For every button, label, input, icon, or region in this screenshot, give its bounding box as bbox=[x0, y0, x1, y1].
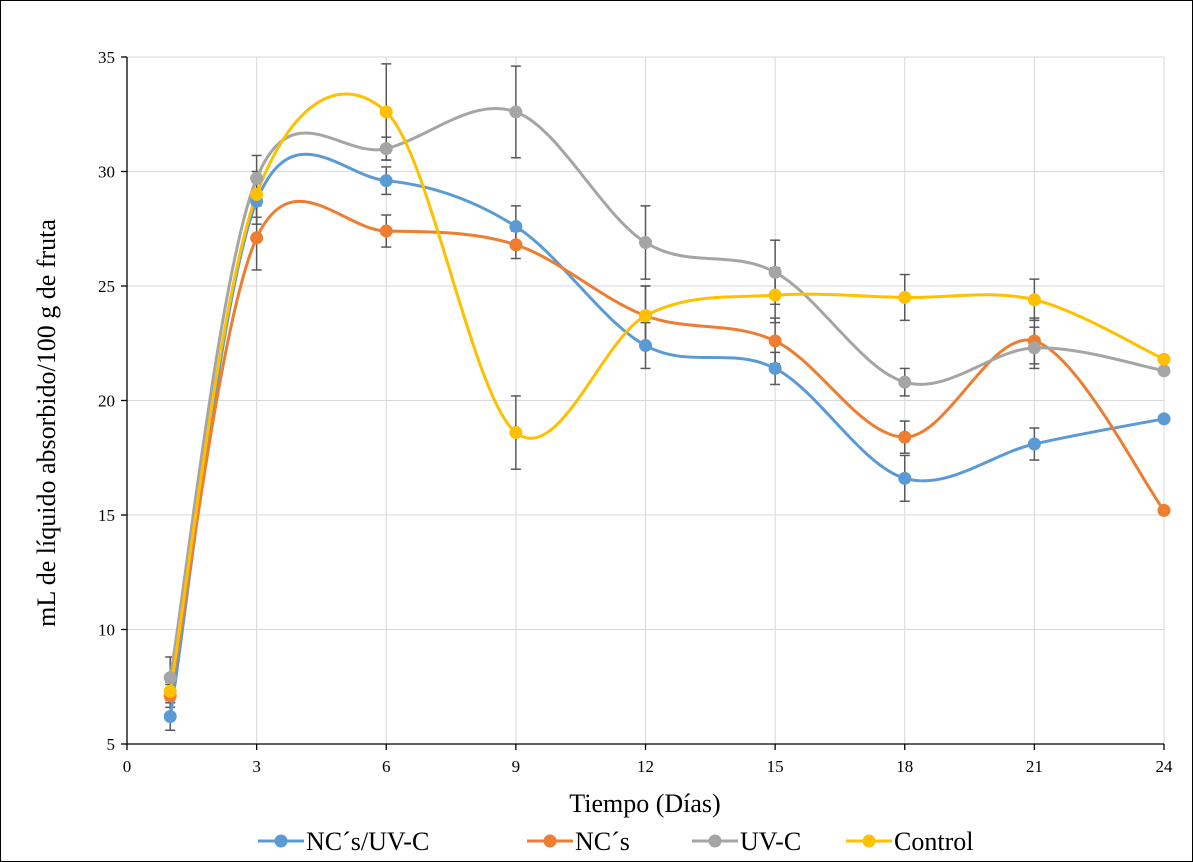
data-point-nc-s bbox=[509, 238, 523, 252]
x-tick-label: 6 bbox=[382, 757, 391, 776]
legend-label: Control bbox=[894, 827, 973, 856]
data-point-control bbox=[1027, 293, 1041, 307]
data-point-nc-s-uv-c bbox=[379, 174, 393, 188]
data-point-nc-s-uv-c bbox=[639, 339, 652, 353]
x-tick-label: 18 bbox=[896, 757, 913, 776]
data-point-control bbox=[898, 290, 912, 304]
x-tick-label: 12 bbox=[637, 757, 654, 776]
legend-marker bbox=[862, 834, 876, 848]
error-bars bbox=[165, 63, 1040, 732]
data-point-nc-s-uv-c bbox=[163, 710, 177, 724]
y-tick-label: 25 bbox=[98, 277, 115, 296]
y-tick-label: 35 bbox=[98, 48, 115, 67]
legend-label: NC´s/UV-C bbox=[306, 827, 429, 856]
data-point-nc-s-uv-c bbox=[1157, 412, 1171, 426]
y-tick-label: 10 bbox=[98, 621, 115, 640]
data-point-nc-s bbox=[250, 231, 264, 245]
x-tick-label: 3 bbox=[252, 757, 261, 776]
legend: NC´s/UV-C NC´s UV-C Control bbox=[258, 827, 973, 856]
data-point-uv-c bbox=[250, 171, 264, 185]
legend-marker bbox=[708, 834, 722, 848]
data-point-control bbox=[250, 187, 264, 201]
data-point-nc-s-uv-c bbox=[509, 219, 523, 233]
series-points bbox=[163, 105, 1171, 724]
axes bbox=[121, 56, 1165, 750]
series-line-uv-c bbox=[168, 106, 1165, 678]
legend-label: UV-C bbox=[740, 827, 801, 856]
legend-entry-nc-s: NC´s bbox=[527, 827, 630, 856]
data-point-nc-s bbox=[768, 334, 782, 348]
data-point-uv-c bbox=[379, 142, 393, 156]
legend-label: NC´s bbox=[575, 827, 630, 856]
series-line-control bbox=[168, 92, 1165, 692]
legend-marker bbox=[274, 834, 288, 848]
legend-marker bbox=[543, 834, 557, 848]
legend-entry-control: Control bbox=[846, 827, 973, 856]
data-point-uv-c bbox=[1157, 364, 1171, 378]
data-point-nc-s-uv-c bbox=[898, 471, 912, 485]
data-point-control bbox=[379, 105, 393, 119]
series-line-nc-s-uv-c bbox=[168, 152, 1165, 717]
data-point-uv-c bbox=[768, 265, 782, 279]
data-point-nc-s-uv-c bbox=[1027, 437, 1041, 451]
legend-entry-uv-c: UV-C bbox=[692, 827, 801, 856]
data-point-nc-s bbox=[379, 224, 393, 238]
y-tick-label: 15 bbox=[98, 506, 115, 525]
series-line-nc-s bbox=[168, 199, 1166, 697]
x-tick-label: 21 bbox=[1026, 757, 1043, 776]
y-tick-label: 20 bbox=[98, 392, 115, 411]
data-point-nc-s bbox=[898, 430, 912, 444]
data-point-control bbox=[1157, 352, 1171, 366]
x-axis-title: Tiempo (Días) bbox=[569, 789, 720, 818]
data-point-control bbox=[639, 309, 652, 323]
series-lines bbox=[168, 92, 1166, 717]
x-tick-label: 9 bbox=[512, 757, 521, 776]
y-tick-label: 30 bbox=[98, 163, 115, 182]
y-axis-title: mL de líquido absorbido/100 g de fruta bbox=[32, 219, 61, 627]
data-point-control bbox=[163, 684, 177, 698]
data-point-control bbox=[509, 426, 523, 440]
data-point-nc-s bbox=[1157, 503, 1171, 517]
data-point-control bbox=[768, 288, 782, 302]
data-point-nc-s-uv-c bbox=[768, 361, 782, 375]
y-tick-label: 5 bbox=[107, 735, 116, 754]
data-point-uv-c bbox=[163, 671, 177, 685]
data-point-uv-c bbox=[639, 235, 652, 249]
x-tick-label: 15 bbox=[767, 757, 784, 776]
data-point-uv-c bbox=[1027, 341, 1041, 355]
tick-labels: 5 10 15 20 25 30 35 0 3 6 9 12 15 18 21 24 bbox=[98, 48, 1173, 776]
data-point-uv-c bbox=[898, 375, 912, 389]
legend-entry-nc-s-uv-c: NC´s/UV-C bbox=[258, 827, 429, 856]
x-tick-label: 0 bbox=[123, 757, 132, 776]
x-tick-label: 24 bbox=[1156, 757, 1174, 776]
grid-lines bbox=[127, 56, 1165, 744]
data-point-uv-c bbox=[509, 105, 523, 119]
